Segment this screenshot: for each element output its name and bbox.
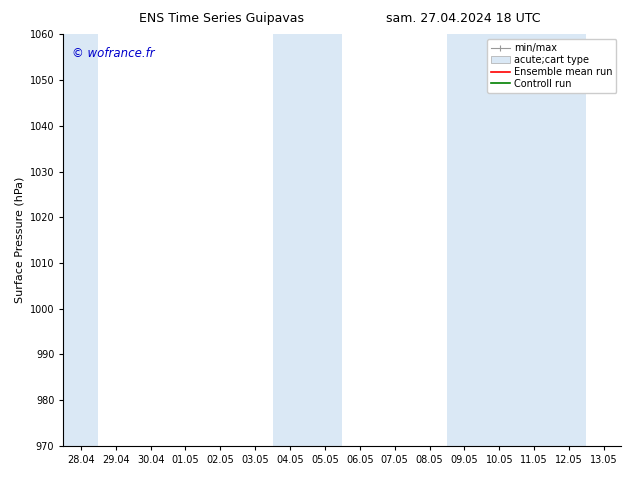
Bar xyxy=(447,34,586,446)
Text: sam. 27.04.2024 18 UTC: sam. 27.04.2024 18 UTC xyxy=(385,12,540,25)
Text: © wofrance.fr: © wofrance.fr xyxy=(72,47,155,60)
Y-axis label: Surface Pressure (hPa): Surface Pressure (hPa) xyxy=(14,177,24,303)
Text: ENS Time Series Guipavas: ENS Time Series Guipavas xyxy=(139,12,304,25)
Bar xyxy=(273,34,342,446)
Legend: min/max, acute;cart type, Ensemble mean run, Controll run: min/max, acute;cart type, Ensemble mean … xyxy=(487,39,616,93)
Bar xyxy=(63,34,98,446)
